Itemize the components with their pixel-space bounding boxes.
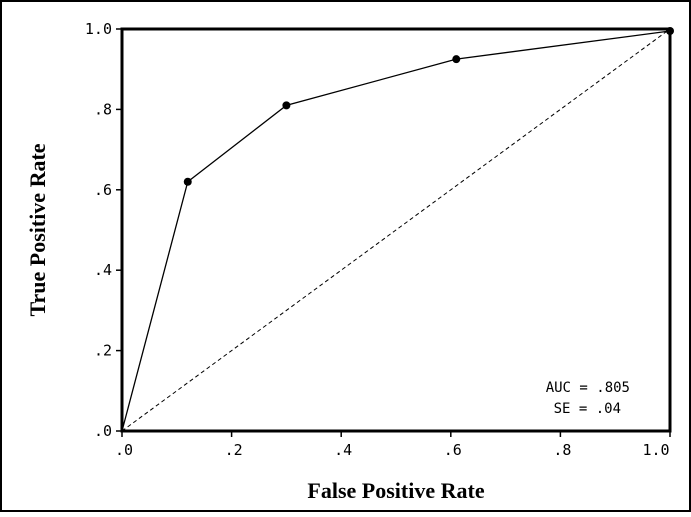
x-tick-label: 1.0 [642,441,669,459]
roc-data-point [666,27,674,36]
se-annotation: SE = .04 [554,401,621,417]
y-tick-label: 1.0 [85,20,112,38]
y-axis-label: True Positive Rate [25,143,50,316]
x-tick-label: .6 [444,441,462,459]
x-tick-label: .0 [115,441,133,459]
y-tick-label: .0 [94,422,112,440]
reference-diagonal-line [121,28,671,432]
roc-data-point [452,55,461,64]
y-tick-label: .2 [94,342,112,360]
auc-annotation: AUC = .805 [546,380,630,396]
y-tick-label: .4 [94,261,112,279]
x-tick-label: .8 [553,441,571,459]
series-layer [121,27,674,432]
roc-data-point [183,177,192,186]
x-tick-label: .4 [334,441,352,459]
ticks-layer: .0 .2 .4 .6 .8 1.0 .0 .2 .4 .6 .8 1.0 [85,20,671,459]
x-axis-label: False Positive Rate [307,478,484,503]
roc-data-point [282,101,291,110]
x-tick-label: .2 [225,441,243,459]
y-tick-label: .6 [94,181,112,199]
y-tick-label: .8 [94,100,112,118]
